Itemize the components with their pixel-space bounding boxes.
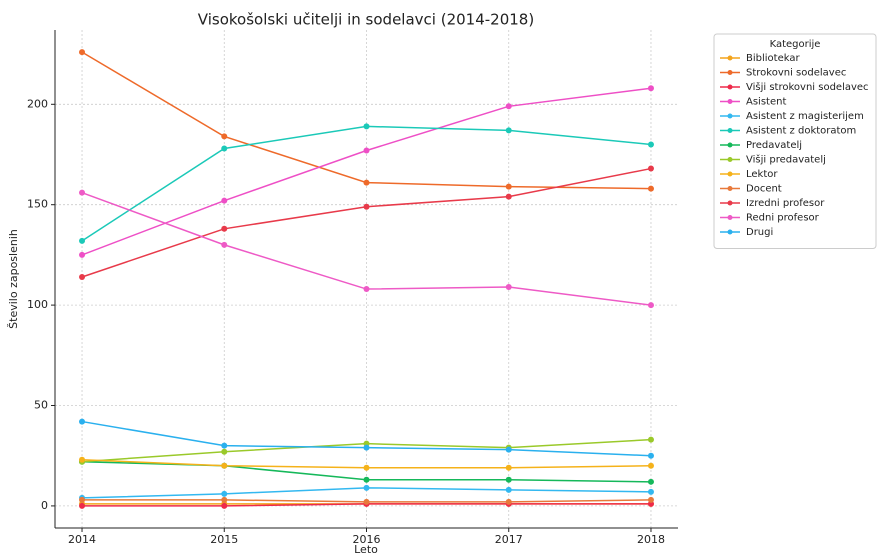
point — [363, 286, 370, 293]
legend-label: Docent — [746, 184, 782, 195]
chart-title: Visokošolski učitelji in sodelavci (2014… — [198, 11, 534, 29]
legend-label: Izredni profesor — [746, 198, 825, 209]
point — [363, 484, 370, 491]
point — [363, 147, 370, 154]
point — [79, 251, 86, 258]
series-line — [81, 51, 651, 190]
legend-marker — [727, 84, 733, 90]
point — [505, 486, 512, 493]
legend-label: Lektor — [746, 169, 778, 180]
point — [363, 123, 370, 130]
y-tick-label: 0 — [41, 499, 48, 512]
point — [221, 197, 228, 204]
y-tick-label: 100 — [27, 298, 48, 311]
legend-label: Višji strokovni sodelavec — [746, 81, 869, 93]
legend-marker — [727, 128, 733, 133]
point — [221, 241, 228, 248]
point — [505, 498, 512, 505]
point — [505, 284, 512, 291]
point — [647, 496, 654, 503]
legend-box — [713, 33, 877, 249]
legend-label: Strokovni sodelavec — [746, 68, 846, 79]
point — [79, 189, 86, 196]
point — [505, 446, 512, 453]
point — [505, 103, 512, 110]
point — [221, 490, 228, 497]
point — [79, 273, 86, 280]
point — [505, 464, 512, 471]
legend-marker — [727, 157, 733, 162]
point — [647, 436, 654, 443]
legend-title: Kategorije — [770, 39, 821, 50]
point — [647, 141, 654, 148]
legend-label: Bibliotekar — [746, 53, 800, 64]
legend-label: Redni profesor — [746, 213, 820, 224]
y-tick-label: 200 — [27, 97, 48, 110]
legend-marker — [727, 215, 733, 220]
legend-label: Višji predavatelj — [746, 154, 826, 166]
point — [647, 452, 654, 459]
legend-marker — [727, 55, 733, 61]
point — [79, 502, 86, 509]
point — [221, 442, 228, 449]
point — [363, 444, 370, 451]
legend-label: Asistent z magisterijem — [746, 111, 864, 122]
x-tick-label: 2017 — [495, 533, 523, 546]
point — [647, 185, 654, 192]
legend-label: Drugi — [746, 227, 773, 238]
point — [363, 179, 370, 186]
point — [505, 193, 512, 200]
point — [79, 418, 86, 425]
point — [79, 49, 86, 56]
y-tick-label: 50 — [34, 399, 48, 412]
x-tick-label: 2018 — [637, 533, 665, 546]
legend-marker — [727, 142, 733, 148]
point — [221, 145, 228, 152]
legend-label: Asistent z doktoratom — [746, 126, 856, 137]
legend-label: Asistent — [746, 97, 786, 108]
point — [505, 476, 512, 483]
point — [505, 127, 512, 134]
point — [221, 462, 228, 469]
point — [221, 133, 228, 140]
point — [647, 488, 654, 495]
point — [647, 85, 654, 92]
point — [363, 498, 370, 505]
point — [505, 183, 512, 190]
point — [221, 448, 228, 455]
point — [363, 464, 370, 471]
point — [363, 476, 370, 483]
legend-marker — [727, 113, 733, 119]
point — [79, 237, 86, 244]
legend-marker — [727, 70, 733, 75]
point — [363, 203, 370, 210]
point — [79, 456, 86, 463]
legend-marker — [727, 229, 733, 235]
point — [647, 302, 654, 309]
x-axis-label: Leto — [354, 543, 378, 556]
legend-marker — [727, 171, 733, 177]
x-tick-label: 2014 — [68, 533, 96, 546]
point — [79, 496, 86, 503]
x-tick-label: 2015 — [210, 533, 238, 546]
legend-label: Predavatelj — [746, 140, 802, 151]
y-tick-label: 150 — [27, 198, 48, 211]
legend-marker — [727, 200, 733, 206]
x-tick-label: 2016 — [353, 533, 381, 546]
legend-marker — [727, 99, 733, 104]
legend-marker — [727, 186, 733, 191]
point — [221, 225, 228, 232]
point — [647, 462, 654, 469]
point — [647, 478, 654, 485]
y-axis-label: Število zaposlenih — [7, 229, 20, 329]
point — [221, 502, 228, 509]
point — [221, 496, 228, 503]
point — [647, 165, 654, 172]
